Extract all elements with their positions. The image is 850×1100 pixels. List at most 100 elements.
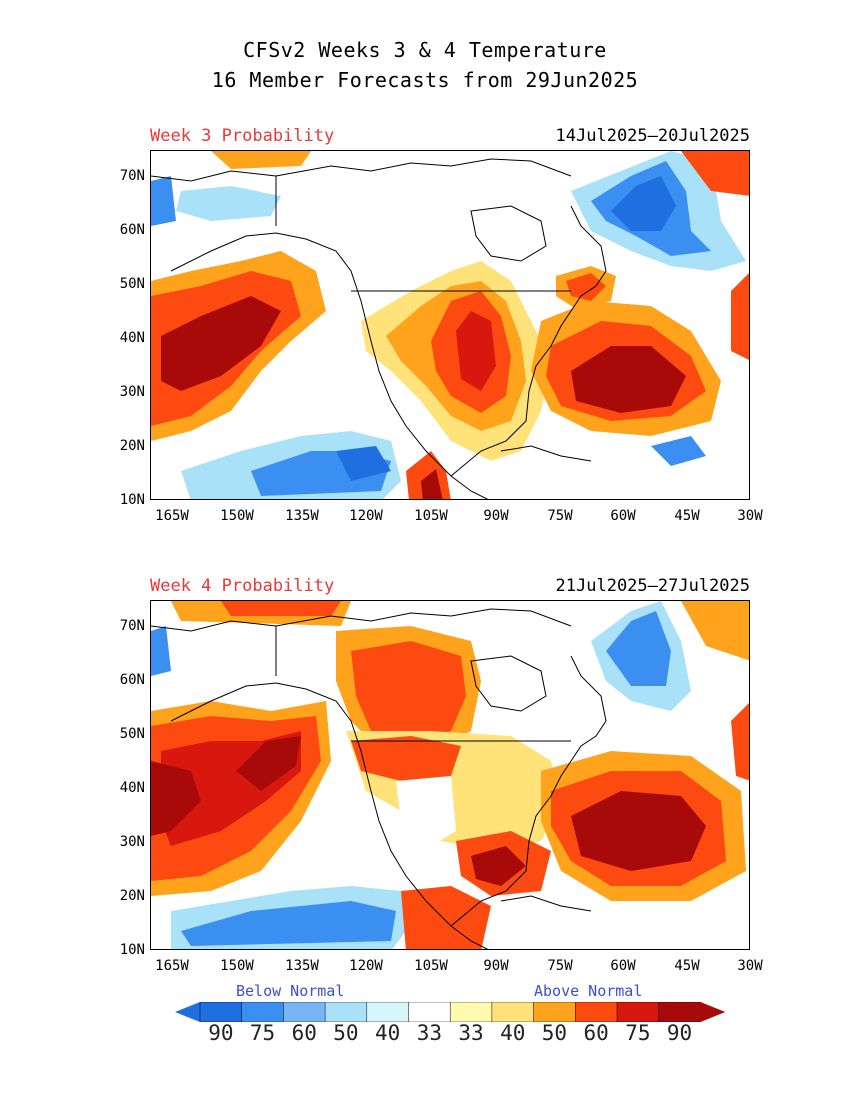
- legend-swatch: [241, 1002, 285, 1022]
- legend-swatch: [283, 1002, 326, 1022]
- lon-label: 90W: [483, 958, 509, 974]
- legend-value: 75: [625, 1021, 651, 1045]
- lat-label: 30N: [119, 384, 145, 400]
- anomaly-warm-east-edge: [731, 273, 749, 360]
- lon-label: 45W: [674, 508, 700, 524]
- anomaly-warm-northeast-corner: [681, 601, 749, 661]
- coastline-north-america: [170, 232, 489, 499]
- coastline-caribbean: [500, 445, 592, 462]
- anomaly-warm-arctic: [211, 151, 311, 169]
- lat-label: 10N: [119, 942, 145, 958]
- anomaly-warm-arctic-core: [221, 601, 341, 616]
- legend-swatch: [449, 1002, 493, 1022]
- lon-label: 165W: [155, 508, 189, 524]
- coastline-arctic: [151, 158, 572, 182]
- anomaly-warm-central-us-core: [351, 736, 461, 781]
- map-title-line1: CFSv2 Weeks 3 & 4 Temperature: [243, 38, 607, 62]
- lat-label: 20N: [119, 888, 145, 904]
- lat-label: 70N: [119, 618, 145, 634]
- legend-value: 50: [333, 1021, 359, 1045]
- lat-label: 50N: [119, 276, 145, 292]
- lon-label: 150W: [220, 508, 254, 524]
- lon-label: 60W: [610, 508, 636, 524]
- anomaly-warm-atlantic-center: [571, 791, 706, 871]
- anomaly-warm-labrador-core: [566, 273, 606, 301]
- week3-panel-dates: 14Jul2025—20Jul2025: [555, 126, 750, 146]
- lon-label: 120W: [349, 508, 383, 524]
- legend-value: 90: [666, 1021, 693, 1045]
- anomaly-warm-mexico: [401, 886, 491, 949]
- lat-label: 10N: [119, 492, 145, 508]
- week3-panel-label: Week 3 Probability: [150, 126, 335, 146]
- lon-label: 75W: [547, 958, 573, 974]
- legend-swatch: [324, 1002, 368, 1022]
- lon-label: 165W: [155, 958, 189, 974]
- legend-value: 40: [374, 1021, 401, 1045]
- anomaly-cool-tropical-atlantic: [651, 436, 706, 466]
- anomaly-warm-pacific-max2: [236, 736, 301, 791]
- lat-label: 60N: [119, 222, 145, 238]
- anomaly-warm-western-canada-core: [351, 641, 466, 741]
- anomaly-warm-pacific-max: [151, 761, 201, 836]
- anomaly-cool-greenland-core: [606, 611, 671, 686]
- legend-arrow-left: [175, 1002, 200, 1022]
- anomaly-warm-atlantic-center: [571, 346, 686, 413]
- legend-above-normal-label: Above Normal: [534, 982, 643, 1000]
- anomaly-warm-northeast-corner: [681, 151, 749, 196]
- anomaly-warm-pacific-center: [161, 296, 281, 391]
- coastline-hudson-bay: [470, 205, 547, 262]
- legend-value: 90: [208, 1021, 234, 1045]
- coastline-arctic: [151, 608, 572, 632]
- lon-label: 30W: [737, 508, 763, 524]
- anomaly-warm-gulf-core: [471, 846, 526, 886]
- week4-panel-label: Week 4 Probability: [150, 576, 335, 596]
- anomaly-warm-east-edge: [731, 703, 749, 781]
- anomaly-cool-subtropical-core: [181, 901, 396, 946]
- legend-value: 33: [458, 1021, 484, 1045]
- legend-arrow-right: [700, 1002, 725, 1022]
- lat-label: 40N: [119, 780, 145, 796]
- anomaly-cool-west-edge: [151, 176, 176, 226]
- anomaly-warm-central-us-center: [456, 311, 496, 391]
- legend-swatch: [575, 1002, 618, 1022]
- coastline-caribbean: [500, 895, 592, 912]
- coastline-gulf-atlantic: [450, 655, 607, 927]
- legend-value: 50: [541, 1021, 568, 1045]
- legend-value: 60: [583, 1021, 609, 1045]
- week3-probability-map: [150, 150, 750, 500]
- lon-label: 120W: [349, 958, 383, 974]
- lon-label: 150W: [220, 958, 254, 974]
- lon-label: 135W: [285, 958, 319, 974]
- anomaly-cool-greenland-center: [611, 176, 676, 231]
- legend-value: 75: [249, 1021, 276, 1045]
- lon-label: 105W: [414, 508, 448, 524]
- legend-swatch: [366, 1002, 410, 1022]
- coastline-north-america: [170, 682, 489, 949]
- lon-label: 30W: [737, 958, 763, 974]
- legend-value: 40: [500, 1021, 526, 1045]
- week4-panel-dates: 21Jul2025—27Jul2025: [555, 576, 750, 596]
- week4-probability-map: [150, 600, 750, 950]
- lon-label: 105W: [414, 958, 448, 974]
- legend-swatch: [658, 1002, 702, 1022]
- legend-swatch: [199, 1002, 243, 1022]
- lat-label: 30N: [119, 834, 145, 850]
- legend-below-normal-label: Below Normal: [236, 982, 345, 1000]
- lon-label: 75W: [547, 508, 573, 524]
- legend-swatch: [533, 1002, 577, 1022]
- anomaly-cool-west-edge: [151, 626, 171, 676]
- legend-value: 60: [291, 1021, 317, 1045]
- anomaly-cool-alaska: [176, 186, 281, 221]
- lon-label: 60W: [610, 958, 636, 974]
- legend-swatch: [491, 1002, 535, 1022]
- anomaly-near-normal-southwest: [396, 776, 456, 846]
- lat-label: 60N: [119, 672, 145, 688]
- anomaly-warm-mexico-core: [421, 469, 443, 499]
- coastline-hudson-bay: [470, 655, 547, 712]
- coastline-gulf-atlantic: [450, 205, 607, 477]
- legend-color-bar: [175, 1002, 725, 1022]
- lat-label: 20N: [119, 438, 145, 454]
- legend-swatch: [616, 1002, 660, 1022]
- lat-label: 70N: [119, 168, 145, 184]
- lon-label: 90W: [483, 508, 509, 524]
